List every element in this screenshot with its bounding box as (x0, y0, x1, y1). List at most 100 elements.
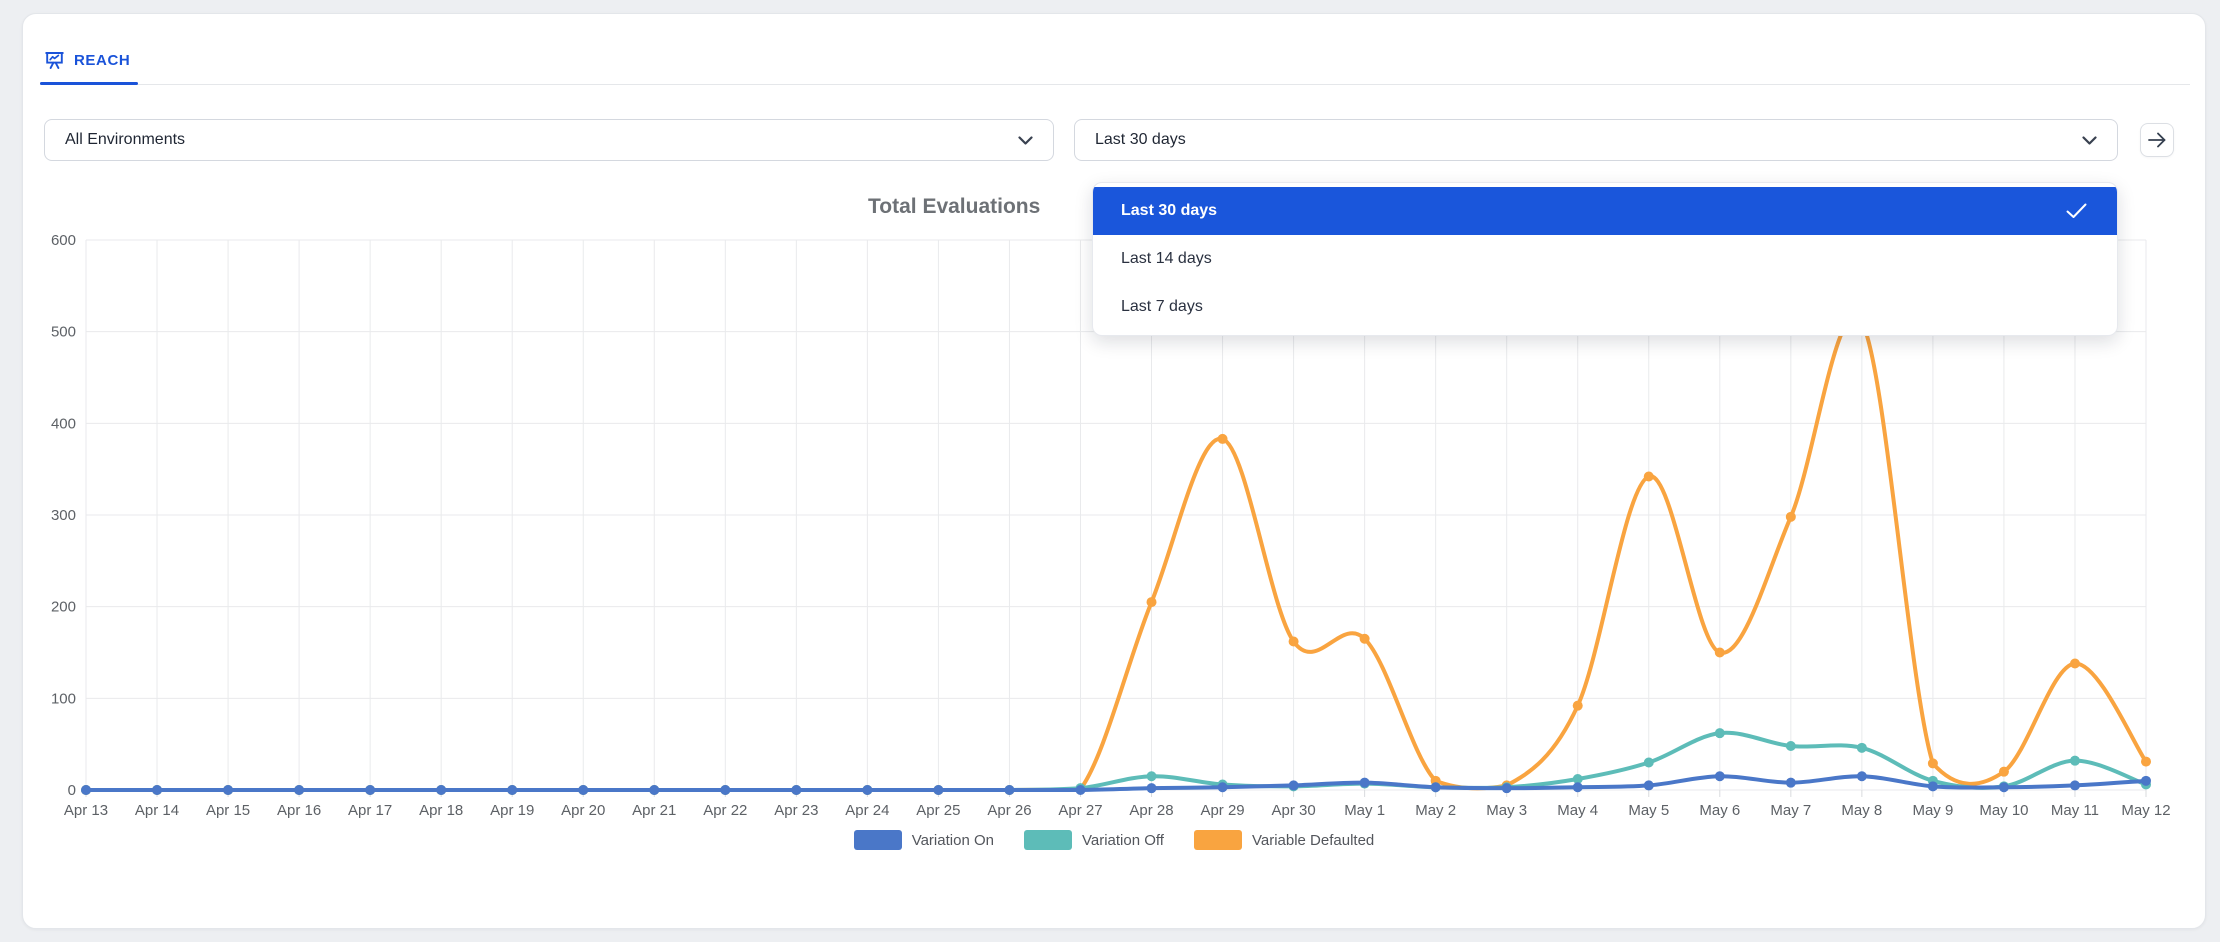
x-axis-label: Apr 30 (1271, 802, 1315, 819)
date-range-select[interactable]: Last 30 days (1074, 119, 2118, 161)
series-point-variation-off (1856, 742, 1867, 753)
series-point-variation-on (507, 785, 518, 795)
x-axis-label: Apr 28 (1129, 802, 1173, 819)
x-axis-label: May 6 (1699, 802, 1740, 819)
series-point-variation-on (720, 785, 731, 795)
x-axis-label: Apr 19 (490, 802, 534, 819)
x-axis-label: May 8 (1841, 802, 1882, 819)
series-point-variation-on (2069, 780, 2080, 791)
series-point-variation-on (1217, 782, 1228, 793)
chart-legend: Variation On Variation Off Variable Defaul… (22, 830, 2206, 850)
series-point-variation-on (1075, 785, 1086, 795)
x-axis-label: Apr 29 (1200, 802, 1244, 819)
tab-reach[interactable]: REACH (44, 50, 130, 70)
x-axis-label: Apr 26 (987, 802, 1031, 819)
series-point-variation-on (294, 785, 305, 795)
environment-select[interactable]: All Environments (44, 119, 1054, 161)
presentation-chart-icon (44, 50, 65, 70)
x-axis-label: May 2 (1415, 802, 1456, 819)
series-point-variation-on (1501, 783, 1512, 794)
active-tab-underline (40, 82, 138, 85)
x-axis-label: May 10 (1979, 802, 2028, 819)
series-point-variable-defaulted (1714, 647, 1725, 658)
legend-label: Variable Defaulted (1251, 831, 1375, 849)
x-axis-label: Apr 20 (561, 802, 605, 819)
arrow-right-icon (2147, 132, 2165, 148)
legend-label: Variation On (911, 831, 994, 849)
x-axis-label: May 1 (1344, 802, 1385, 819)
tab-divider (40, 84, 2190, 85)
y-axis-label: 400 (51, 415, 76, 432)
legend-item-variation-on[interactable]: Variation On (853, 830, 994, 850)
menu-option-last-7-days[interactable]: Last 7 days (1121, 298, 1203, 315)
legend-swatch (1193, 830, 1242, 850)
series-point-variation-on (1359, 777, 1370, 788)
x-axis-label: Apr 22 (703, 802, 747, 819)
series-point-variation-on (1288, 780, 1299, 791)
series-point-variable-defaulted (1359, 633, 1370, 644)
series-point-variable-defaulted (1572, 700, 1583, 711)
series-point-variable-defaulted (1785, 511, 1796, 522)
series-point-variation-on (791, 785, 802, 795)
x-axis-label: Apr 15 (206, 802, 250, 819)
series-point-variation-on (436, 785, 447, 795)
series-point-variation-on (1714, 771, 1725, 782)
y-axis-label: 600 (51, 232, 76, 249)
chevron-down-icon (1018, 135, 1033, 145)
series-point-variation-on (862, 785, 873, 795)
x-axis-label: Apr 23 (774, 802, 818, 819)
series-point-variable-defaulted (1146, 597, 1157, 608)
x-axis-label: Apr 16 (277, 802, 321, 819)
x-axis-label: Apr 21 (632, 802, 676, 819)
series-line-variation-off (84, 730, 2148, 793)
menu-option-last-30-days[interactable]: Last 30 days (1093, 187, 2117, 235)
series-point-variation-on (1643, 780, 1654, 791)
series-point-variation-off (1572, 774, 1583, 784)
series-point-variable-defaulted (2141, 756, 2151, 767)
series-point-variation-on (81, 785, 91, 795)
series-point-variation-off (1785, 741, 1796, 751)
series-line-variable-defaulted (84, 314, 2148, 793)
x-axis-label: Apr 14 (135, 802, 179, 819)
series-point-variable-defaulted (1998, 766, 2009, 777)
series-point-variation-off (2069, 755, 2080, 766)
menu-option-last-14-days[interactable]: Last 14 days (1121, 250, 1212, 267)
x-axis-label: Apr 25 (916, 802, 960, 819)
series-point-variation-on (649, 785, 660, 795)
checkmark-icon (2066, 203, 2087, 218)
series-point-variation-on (223, 785, 234, 795)
x-axis-label: May 9 (1912, 802, 1953, 819)
series-point-variation-on (152, 785, 163, 795)
series-point-variation-on (365, 785, 376, 795)
series-point-variable-defaulted (1927, 758, 1938, 769)
series-point-variable-defaulted (1217, 433, 1228, 444)
chart-title: Total Evaluations (868, 195, 1041, 218)
series-point-variation-off (1146, 771, 1157, 782)
x-axis-label: May 11 (2051, 802, 2099, 819)
legend-item-variation-off[interactable]: Variation Off (1023, 830, 1164, 850)
legend-swatch (1023, 830, 1072, 850)
series-point-variable-defaulted (2069, 658, 2080, 669)
legend-swatch (853, 830, 902, 850)
series-point-variation-on (1004, 785, 1015, 795)
series-point-variable-defaulted (1643, 471, 1654, 482)
series-point-variation-on (1785, 777, 1796, 788)
legend-item-variable-defaulted[interactable]: Variable Defaulted (1193, 830, 1375, 850)
series-point-variation-on (1572, 782, 1583, 793)
series-point-variation-on (2141, 775, 2151, 786)
series-point-variation-on (1998, 782, 2009, 793)
y-axis-label: 200 (51, 599, 76, 616)
forward-button[interactable] (2140, 123, 2174, 157)
x-axis-label: May 3 (1486, 802, 1527, 819)
x-axis-label: Apr 18 (419, 802, 463, 819)
legend-label: Variation Off (1081, 831, 1164, 849)
series-point-variable-defaulted (1288, 636, 1299, 647)
x-axis-label: May 7 (1770, 802, 1811, 819)
series-point-variation-on (1430, 782, 1441, 793)
x-axis-label: Apr 13 (64, 802, 108, 819)
x-axis-label: May 12 (2121, 802, 2170, 819)
series-point-variation-on (933, 785, 944, 795)
series-point-variation-on (1927, 781, 1938, 792)
date-range-select-value: Last 30 days (1095, 131, 1186, 148)
series-point-variation-on (1146, 783, 1157, 794)
